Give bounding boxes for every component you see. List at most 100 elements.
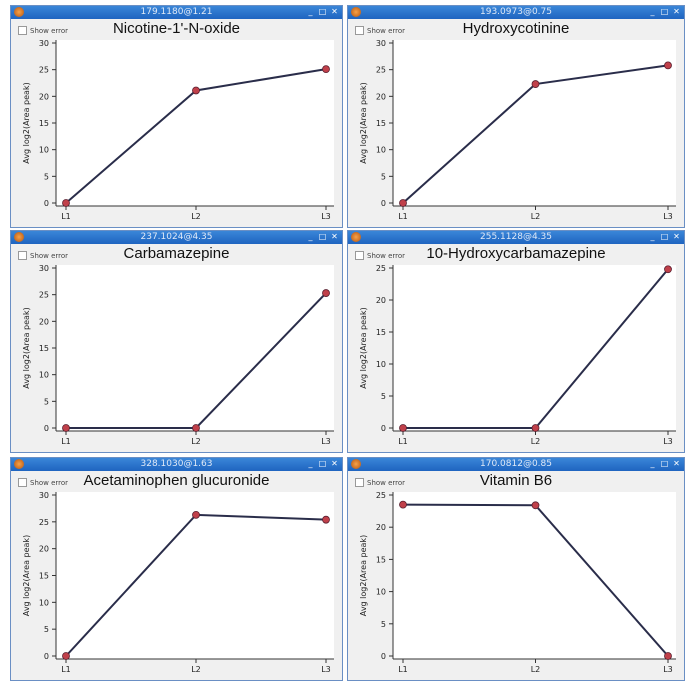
- checkbox-box[interactable]: [355, 251, 364, 260]
- data-point: [399, 424, 407, 432]
- y-tick-label: 0: [44, 199, 49, 208]
- close-button[interactable]: ✕: [331, 232, 338, 241]
- y-tick-label: 5: [381, 620, 386, 629]
- minimize-button[interactable]: _: [308, 232, 313, 241]
- window-titlebar[interactable]: 193.0973@0.75 _ □ ✕: [348, 6, 684, 19]
- checkbox-box[interactable]: [355, 26, 364, 35]
- data-point: [322, 65, 330, 74]
- x-tick-label: L1: [61, 437, 71, 446]
- show-error-checkbox[interactable]: Show error: [355, 251, 405, 260]
- data-point: [192, 424, 200, 432]
- checkbox-box[interactable]: [18, 478, 27, 487]
- maximize-button[interactable]: □: [318, 232, 327, 241]
- y-tick-label: 20: [39, 545, 49, 554]
- x-tick-label: L3: [663, 665, 673, 674]
- app-icon: [351, 459, 361, 469]
- y-tick-label: 15: [39, 344, 49, 353]
- minimize-button[interactable]: _: [650, 7, 655, 16]
- chart-window: 328.1030@1.63 _ □ ✕ Show error Acetaminophe…: [10, 457, 343, 681]
- app-icon: [14, 232, 24, 242]
- y-axis-label: Avg log2(Area peak): [359, 535, 368, 616]
- x-tick-label: L2: [531, 437, 541, 446]
- window-titlebar[interactable]: 328.1030@1.63 _ □ ✕: [11, 458, 342, 471]
- close-button[interactable]: ✕: [673, 232, 680, 241]
- window-titlebar[interactable]: 170.0812@0.85 _ □ ✕: [348, 458, 684, 471]
- line-chart: Avg log2(Area peak) 0 5 10 15 20 25 L1 L2 L3: [359, 264, 676, 446]
- maximize-button[interactable]: □: [660, 7, 669, 16]
- checkbox-box[interactable]: [18, 26, 27, 35]
- x-tick-label: L3: [321, 212, 331, 221]
- data-point: [531, 80, 540, 88]
- y-tick-label: 30: [39, 491, 49, 500]
- x-tick-label: L2: [191, 212, 201, 221]
- maximize-button[interactable]: □: [660, 459, 669, 468]
- show-error-checkbox[interactable]: Show error: [355, 26, 405, 35]
- checkbox-label: Show error: [367, 26, 406, 35]
- window-titlebar[interactable]: 237.1024@4.35 _ □ ✕: [11, 231, 342, 244]
- minimize-button[interactable]: _: [308, 7, 313, 16]
- close-button[interactable]: ✕: [673, 459, 680, 468]
- data-point: [399, 199, 407, 207]
- app-icon: [351, 7, 361, 17]
- y-tick-label: 25: [376, 66, 386, 75]
- window-titlebar[interactable]: 179.1180@1.21 _ □ ✕: [11, 6, 342, 19]
- y-tick-label: 0: [381, 652, 386, 661]
- maximize-button[interactable]: □: [660, 232, 669, 241]
- data-point: [531, 501, 540, 510]
- y-tick-label: 30: [376, 39, 386, 48]
- x-tick-label: L2: [191, 665, 201, 674]
- chart-window: 255.1128@4.35 _ □ ✕ Show error 10-Hydroxyca…: [347, 230, 685, 453]
- y-tick-label: 0: [44, 652, 49, 661]
- y-tick-label: 25: [39, 291, 49, 300]
- y-tick-label: 25: [39, 66, 49, 75]
- plot-area: [56, 40, 334, 206]
- data-point: [399, 500, 407, 509]
- data-point: [62, 652, 70, 660]
- data-point: [531, 424, 540, 432]
- close-button[interactable]: ✕: [331, 459, 338, 468]
- y-tick-label: 20: [376, 523, 386, 532]
- x-tick-label: L3: [321, 437, 331, 446]
- maximize-button[interactable]: □: [318, 7, 327, 16]
- chart-title: Carbamazepine: [123, 245, 230, 262]
- y-tick-label: 25: [376, 491, 386, 500]
- data-point: [62, 199, 70, 207]
- show-error-checkbox[interactable]: Show error: [355, 478, 405, 487]
- x-tick-label: L2: [191, 437, 201, 446]
- line-chart: Avg log2(Area peak) 0 5 10 15 20 25 30 L1 L2 L3: [359, 39, 676, 221]
- y-tick-label: 20: [376, 296, 386, 305]
- maximize-button[interactable]: □: [318, 459, 327, 468]
- app-icon: [14, 7, 24, 17]
- minimize-button[interactable]: _: [650, 459, 655, 468]
- show-error-checkbox[interactable]: Show error: [18, 478, 68, 487]
- x-tick-label: L1: [398, 212, 408, 221]
- checkbox-box[interactable]: [355, 478, 364, 487]
- y-tick-label: 10: [39, 146, 49, 155]
- plot-area: [56, 492, 334, 659]
- y-tick-label: 10: [39, 371, 49, 380]
- x-tick-label: L3: [663, 212, 673, 221]
- y-tick-label: 20: [39, 92, 49, 101]
- plot-area: [393, 265, 676, 431]
- window-titlebar[interactable]: 255.1128@4.35 _ □ ✕: [348, 231, 684, 244]
- line-chart: Avg log2(Area peak) 0 5 10 15 20 25 30 L1 L2 L3: [22, 264, 334, 446]
- app-icon: [351, 232, 361, 242]
- checkbox-label: Show error: [30, 26, 69, 35]
- data-point: [192, 86, 200, 95]
- close-button[interactable]: ✕: [673, 7, 680, 16]
- y-tick-label: 0: [44, 424, 49, 433]
- window-title: 237.1024@4.35: [140, 232, 213, 242]
- minimize-button[interactable]: _: [650, 232, 655, 241]
- x-tick-label: L1: [61, 212, 71, 221]
- close-button[interactable]: ✕: [331, 7, 338, 16]
- show-error-checkbox[interactable]: Show error: [18, 26, 68, 35]
- chart-window: 170.0812@0.85 _ □ ✕ Show error Vitamin B6 Av…: [347, 457, 685, 681]
- checkbox-box[interactable]: [18, 251, 27, 260]
- line-chart: Avg log2(Area peak) 0 5 10 15 20 25 30 L1 L2 L3: [22, 39, 334, 221]
- show-error-checkbox[interactable]: Show error: [18, 251, 68, 260]
- minimize-button[interactable]: _: [308, 459, 313, 468]
- y-tick-label: 5: [44, 625, 49, 634]
- y-axis-label: Avg log2(Area peak): [359, 82, 368, 163]
- line-chart: Avg log2(Area peak) 0 5 10 15 20 25 30 L1 L2 L3: [22, 491, 334, 674]
- y-axis-label: Avg log2(Area peak): [22, 82, 31, 163]
